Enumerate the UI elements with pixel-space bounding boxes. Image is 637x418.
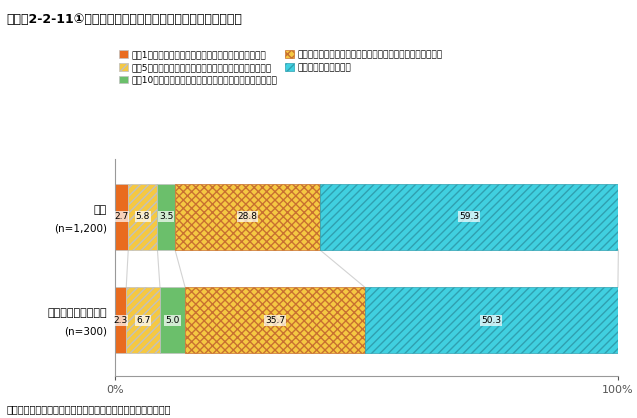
Bar [175,184,320,250]
Text: 2.7: 2.7 [114,212,129,221]
Bar [365,287,618,354]
Bar [320,184,619,250]
Text: 35.7: 35.7 [265,316,285,325]
Text: 資料：内閣官房「東京在住者の今後の移住に関する意向調査」: 資料：内閣官房「東京在住者の今後の移住に関する意向調査」 [6,404,171,414]
Text: 全体: 全体 [94,204,107,214]
Bar [126,287,160,354]
Bar [157,184,175,250]
Bar [128,184,157,250]
Text: (n=1,200): (n=1,200) [54,223,107,233]
Text: 59.3: 59.3 [459,212,479,221]
Text: 28.8: 28.8 [238,212,257,221]
Text: うち関東圏以外出身: うち関東圏以外出身 [48,308,107,318]
Text: 5.0: 5.0 [166,316,180,325]
Text: 6.7: 6.7 [136,316,150,325]
Bar [115,287,126,354]
Bar [115,184,128,250]
Text: 3.5: 3.5 [159,212,173,221]
Bar [160,287,185,354]
Bar [185,287,365,354]
Text: 2.3: 2.3 [113,316,127,325]
Legend: 今後1年以内に移住する予定・検討したいと思っている, 今後5年をめどに移住する予定・検討したいと思っている, 今後10年をめどに移住する予定・検討したいと思って: 今後1年以内に移住する予定・検討したいと思っている, 今後5年をめどに移住する予… [119,50,443,84]
Text: 50.3: 50.3 [482,316,501,325]
Text: 5.8: 5.8 [136,212,150,221]
Text: (n=300): (n=300) [64,327,107,336]
Text: コラム2-2-11①図　東京在住者の東京以外の地域への移住意向: コラム2-2-11①図 東京在住者の東京以外の地域への移住意向 [6,13,242,25]
